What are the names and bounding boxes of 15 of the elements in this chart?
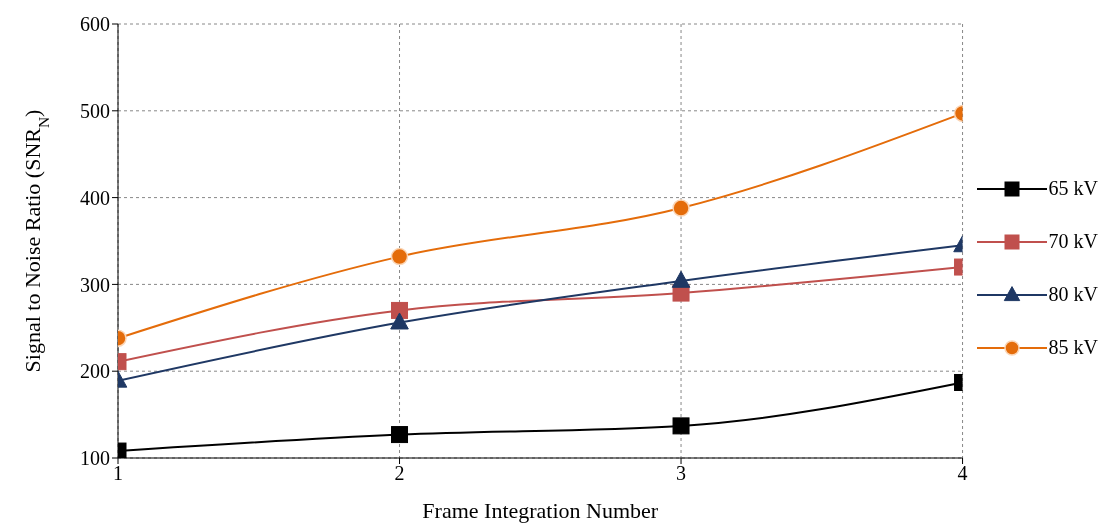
y-tick-label: 100 xyxy=(80,447,110,470)
x-axis-title: Frame Integration Number xyxy=(422,498,659,523)
y-tick-label: 500 xyxy=(80,99,110,122)
legend-label: 85 kV xyxy=(1048,336,1098,359)
legend-label: 80 kV xyxy=(1048,283,1098,306)
x-tick-label: 4 xyxy=(957,462,968,485)
y-tick-label: 400 xyxy=(80,186,110,209)
legend-label: 70 kV xyxy=(1048,230,1098,253)
legend-label: 65 kV xyxy=(1048,177,1098,200)
x-tick-label: 2 xyxy=(394,462,405,485)
y-tick-label: 600 xyxy=(80,13,110,36)
y-tick-label: 200 xyxy=(80,360,110,383)
x-tick-label: 1 xyxy=(113,462,123,485)
x-tick-label: 3 xyxy=(676,462,687,485)
y-tick-label: 300 xyxy=(80,273,110,296)
